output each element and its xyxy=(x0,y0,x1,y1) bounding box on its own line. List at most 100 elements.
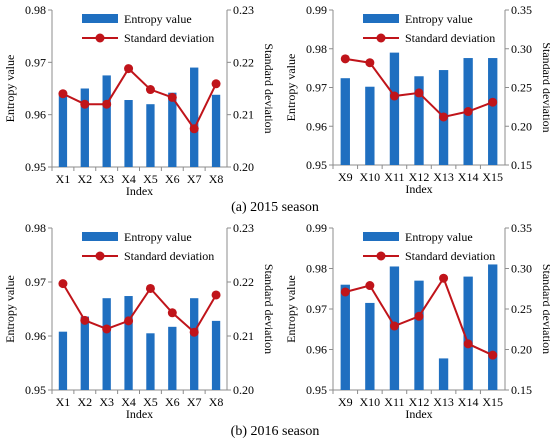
legend-bar-swatch xyxy=(363,232,399,241)
std-point-X12 xyxy=(414,88,424,98)
left-tick-label: 0.97 xyxy=(306,302,327,316)
left-tick-label: 0.98 xyxy=(306,42,327,56)
right-tick-label: 0.23 xyxy=(233,221,254,235)
left-tick-label: 0.99 xyxy=(306,221,327,235)
right-tick-label: 0.23 xyxy=(233,3,254,17)
std-point-X5 xyxy=(145,85,155,95)
left-tick-label: 0.95 xyxy=(306,158,327,172)
std-point-X5 xyxy=(145,283,155,293)
legend-bar-swatch xyxy=(82,14,118,23)
std-point-X2 xyxy=(80,315,90,325)
bar-X6 xyxy=(168,92,177,167)
std-point-X14 xyxy=(463,339,473,349)
legend-bar-swatch xyxy=(82,232,118,241)
std-point-X7 xyxy=(189,124,199,134)
std-point-X4 xyxy=(124,64,134,74)
x-tick-label: X9 xyxy=(338,170,353,184)
x-tick-label: X15 xyxy=(482,170,503,184)
right-tick-label: 0.35 xyxy=(511,221,532,235)
std-point-X8 xyxy=(211,290,221,300)
std-point-X2 xyxy=(80,99,90,109)
bar-X5 xyxy=(146,333,155,390)
x-tick-label: X2 xyxy=(77,172,92,186)
left-axis-title: Entropy value xyxy=(284,275,298,343)
right-tick-label: 0.25 xyxy=(511,81,532,95)
right-tick-label: 0.30 xyxy=(511,262,532,276)
x-tick-label: X8 xyxy=(209,395,224,409)
left-tick-label: 0.96 xyxy=(25,108,46,122)
x-tick-label: X4 xyxy=(121,395,136,409)
x-tick-label: X14 xyxy=(458,170,479,184)
std-point-X8 xyxy=(211,79,221,89)
right-tick-label: 0.35 xyxy=(511,3,532,17)
x-tick-label: X3 xyxy=(99,172,114,186)
right-tick-label: 0.20 xyxy=(233,383,254,397)
chart-2: 0.95 0.96 0.97 0.98 0.99 0.15 0.20 0.25 0.30 0.35… xyxy=(284,3,550,196)
bar-X12 xyxy=(414,76,424,165)
bar-X1 xyxy=(58,93,68,167)
bar-X2 xyxy=(80,316,89,390)
legend-label-entropy: Entropy value xyxy=(124,230,192,244)
right-tick-label: 0.22 xyxy=(233,55,254,69)
legend-label-std: Standard deviation xyxy=(124,31,214,45)
x-tick-label: X13 xyxy=(433,395,454,409)
std-point-X14 xyxy=(463,107,473,117)
right-tick-label: 0.30 xyxy=(511,42,532,56)
x-tick-label: X5 xyxy=(143,395,158,409)
left-tick-label: 0.97 xyxy=(25,275,46,289)
legend-label-std: Standard deviation xyxy=(124,249,214,263)
right-tick-label: 0.20 xyxy=(511,119,532,133)
x-tick-label: X7 xyxy=(187,172,202,186)
std-point-X10 xyxy=(365,58,375,68)
std-point-X15 xyxy=(488,350,498,360)
bar-X3 xyxy=(102,298,111,390)
x-tick-label: X1 xyxy=(56,395,71,409)
left-tick-label: 0.96 xyxy=(306,343,327,357)
left-axis-title: Entropy value xyxy=(3,275,17,343)
std-point-X10 xyxy=(365,281,375,291)
left-tick-label: 0.96 xyxy=(306,119,327,133)
bar-X3 xyxy=(102,75,111,167)
left-tick-label: 0.98 xyxy=(25,221,46,235)
std-point-X11 xyxy=(389,321,399,331)
left-tick-label: 0.97 xyxy=(25,55,46,69)
std-point-X11 xyxy=(389,91,399,101)
legend-line-marker xyxy=(376,251,386,261)
chart-3: 0.95 0.96 0.97 0.98 0.20 0.21 0.22 0.23 X1 X2 X3 X4… xyxy=(3,221,276,421)
x-tick-label: X6 xyxy=(165,395,180,409)
legend-line-marker xyxy=(376,33,386,43)
std-point-X9 xyxy=(340,54,350,64)
x-tick-label: X10 xyxy=(360,395,381,409)
std-point-X6 xyxy=(167,92,177,102)
legend-label-entropy: Entropy value xyxy=(405,12,473,26)
bar-X9 xyxy=(340,78,350,165)
x-tick-label: X4 xyxy=(121,172,136,186)
bar-X2 xyxy=(80,88,89,167)
chart-4: 0.95 0.96 0.97 0.98 0.99 0.15 0.20 0.25 0.30 0.35… xyxy=(284,221,550,421)
left-tick-label: 0.95 xyxy=(306,383,327,397)
legend-label-std: Standard deviation xyxy=(405,249,495,263)
bar-X4 xyxy=(124,296,133,390)
right-tick-label: 0.15 xyxy=(511,383,532,397)
bar-X11 xyxy=(389,52,400,165)
bar-X8 xyxy=(211,320,221,390)
std-point-X7 xyxy=(189,327,199,337)
x-tick-label: X12 xyxy=(409,395,430,409)
x-tick-label: X13 xyxy=(433,170,454,184)
bar-X7 xyxy=(190,67,199,167)
bar-X1 xyxy=(58,331,68,390)
left-tick-label: 0.98 xyxy=(306,262,327,276)
x-axis-title: Index xyxy=(405,182,432,196)
x-tick-label: X10 xyxy=(360,170,381,184)
right-axis-title: Standard deviation xyxy=(262,264,276,354)
x-tick-label: X6 xyxy=(165,172,180,186)
bar-X13 xyxy=(438,358,449,390)
std-point-X3 xyxy=(102,99,112,109)
right-axis-title: Standard deviation xyxy=(262,43,276,133)
std-point-X13 xyxy=(439,112,449,122)
right-tick-label: 0.21 xyxy=(233,108,254,122)
x-axis-title: Index xyxy=(126,407,153,421)
right-tick-label: 0.21 xyxy=(233,329,254,343)
std-point-X15 xyxy=(488,97,498,107)
